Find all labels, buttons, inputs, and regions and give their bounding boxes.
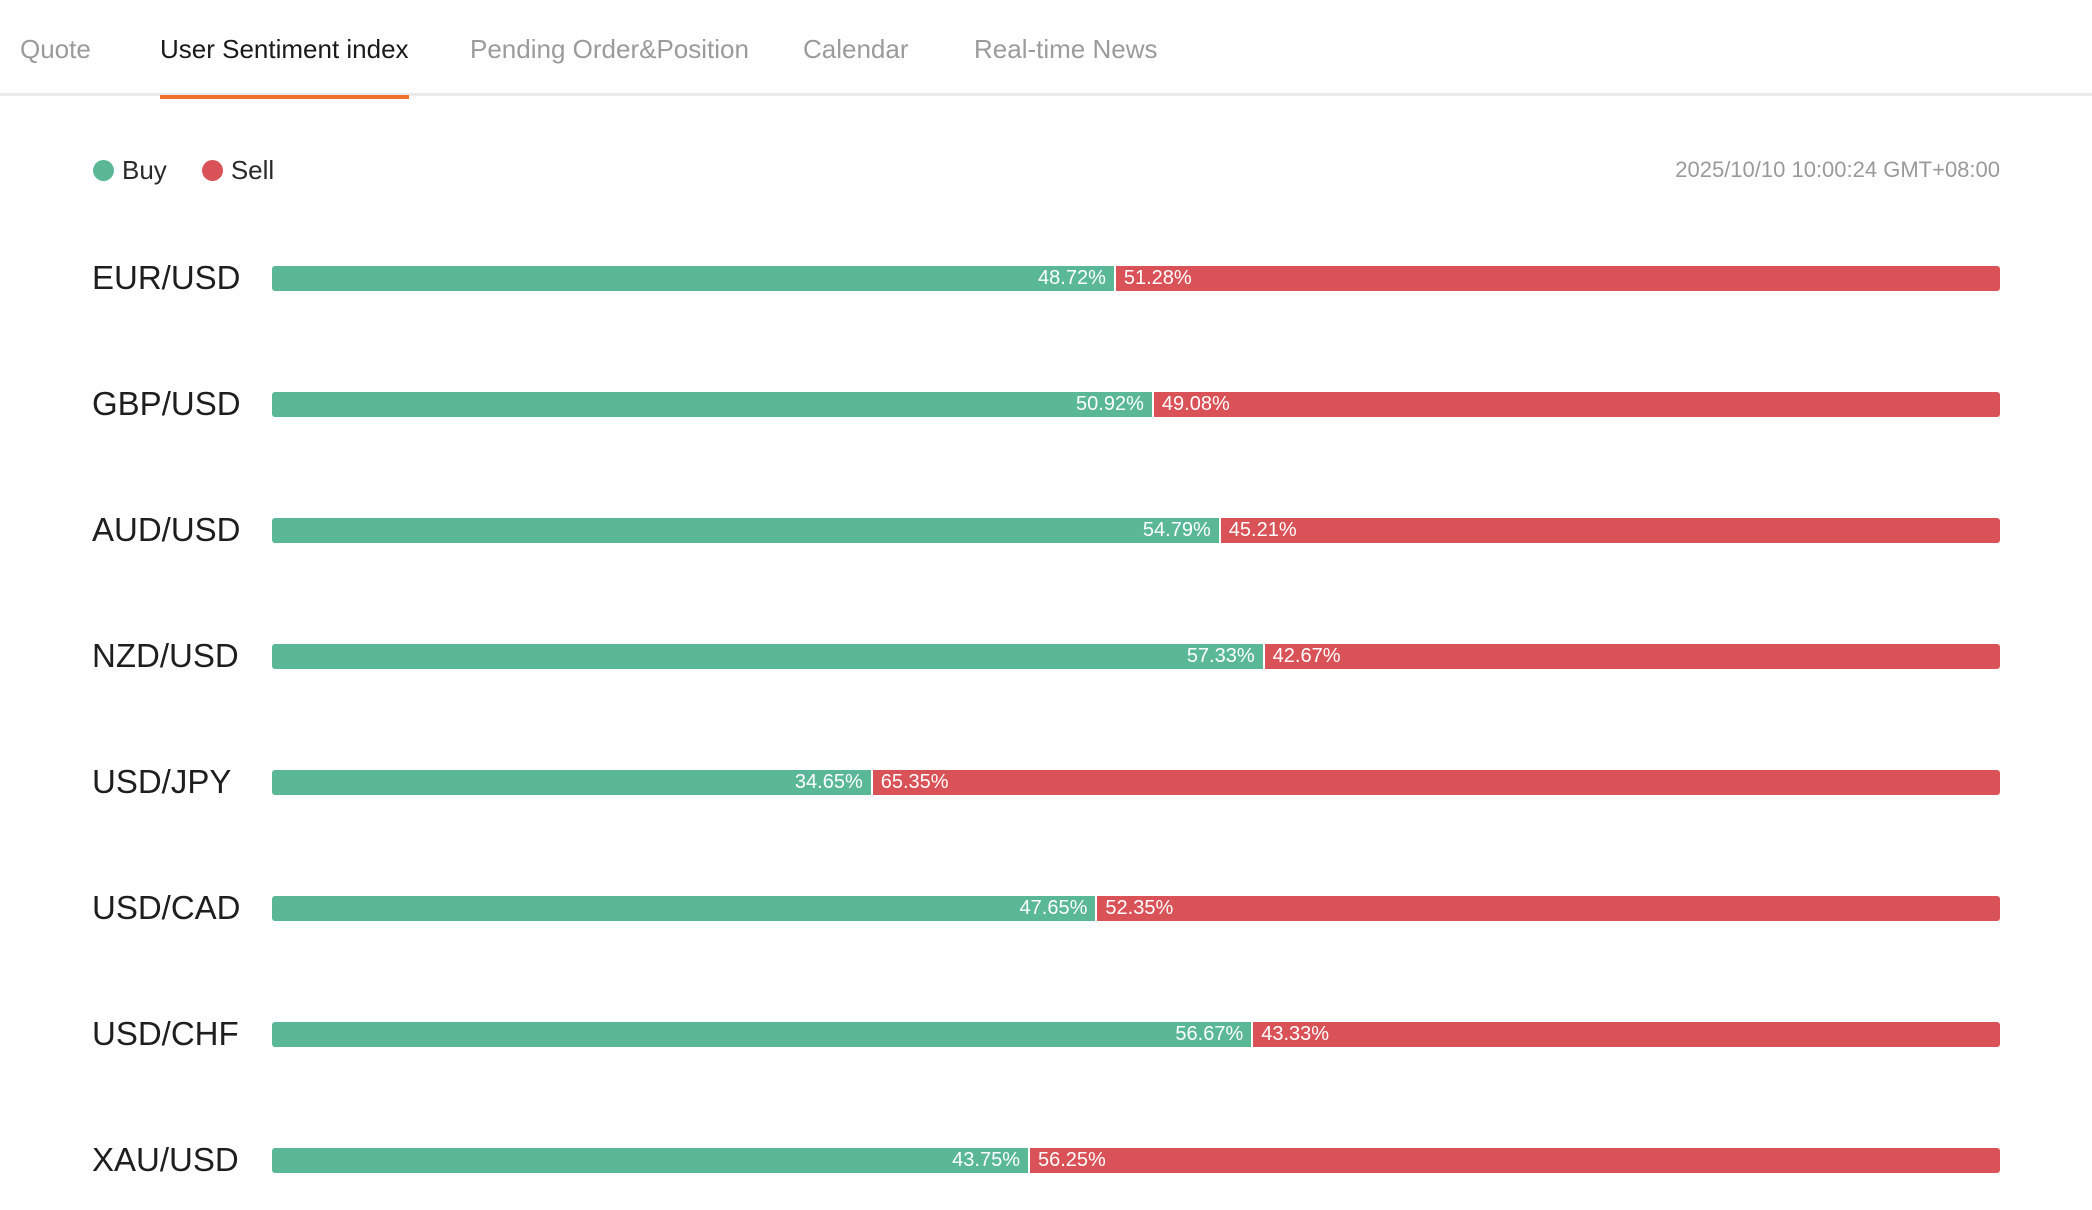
sentiment-bar: 56.67% 43.33% — [272, 1022, 2000, 1047]
tab-label: Quote — [20, 34, 91, 64]
tab-quote[interactable]: Quote — [20, 0, 91, 96]
pair-name: GBP/USD — [92, 385, 241, 422]
tab-calendar[interactable]: Calendar — [803, 0, 909, 96]
tab-real-time-news[interactable]: Real-time News — [974, 0, 1158, 96]
tab-label: User Sentiment index — [160, 34, 409, 64]
sell-segment: 51.28% — [1113, 266, 2000, 291]
legend-sell-label: Sell — [230, 154, 275, 185]
update-timestamp: 2025/10/10 10:00:24 GMT+08:00 — [1675, 157, 2000, 182]
buy-segment: 54.79% — [272, 518, 1219, 543]
buy-dot-icon — [93, 159, 114, 181]
tab-bar: Quote User Sentiment index Pending Order… — [0, 0, 2092, 99]
sentiment-row: GBP/USD 50.92% 49.08% — [0, 362, 2092, 446]
buy-segment: 34.65% — [272, 770, 871, 795]
sentiment-row: USD/JPY 34.65% 65.35% — [0, 740, 2092, 824]
sentiment-row: NZD/USD 57.33% 42.67% — [0, 614, 2092, 698]
pair-name: USD/CAD — [92, 889, 241, 926]
tab-label: Calendar — [803, 34, 909, 64]
sentiment-bar: 48.72% 51.28% — [272, 266, 2000, 291]
tab-user-sentiment-index[interactable]: User Sentiment index — [160, 0, 409, 99]
sentiment-row: XAU/USD 43.75% 56.25% — [0, 1118, 2092, 1202]
legend: Buy Sell — [93, 152, 309, 188]
sell-segment: 43.33% — [1251, 1022, 2000, 1047]
sell-dot-icon — [201, 159, 223, 181]
tab-label: Pending Order&Position — [470, 34, 749, 64]
pair-name: USD/CHF — [92, 1015, 239, 1052]
pair-name: AUD/USD — [92, 511, 241, 548]
sentiment-row: EUR/USD 48.72% 51.28% — [0, 236, 2092, 320]
tab-active-indicator — [160, 95, 409, 99]
sentiment-bar: 47.65% 52.35% — [272, 896, 2000, 921]
legend-item-buy: Buy — [93, 155, 167, 186]
buy-segment: 50.92% — [272, 392, 1152, 417]
pair-name: USD/JPY — [92, 763, 232, 800]
buy-segment: 47.65% — [272, 896, 1096, 921]
sentiment-bar: 50.92% 49.08% — [272, 392, 2000, 417]
tab-label: Real-time News — [974, 34, 1158, 64]
pair-name: XAU/USD — [92, 1141, 239, 1178]
legend-item-sell: Sell — [201, 154, 275, 186]
sentiment-bar: 34.65% 65.35% — [272, 770, 2000, 795]
sell-segment: 42.67% — [1262, 644, 2000, 669]
sentiment-row: USD/CHF 56.67% 43.33% — [0, 992, 2092, 1076]
sell-segment: 49.08% — [1151, 392, 2000, 417]
sentiment-bar: 54.79% 45.21% — [272, 518, 2000, 543]
sell-segment: 65.35% — [870, 770, 2000, 795]
tab-pending-order-position[interactable]: Pending Order&Position — [470, 0, 749, 96]
sentiment-bar: 57.33% 42.67% — [272, 644, 2000, 669]
sell-segment: 45.21% — [1218, 518, 2000, 543]
buy-segment: 57.33% — [272, 644, 1263, 669]
buy-segment: 56.67% — [272, 1022, 1252, 1047]
buy-segment: 48.72% — [272, 266, 1114, 291]
sentiment-row: AUD/USD 54.79% 45.21% — [0, 488, 2092, 572]
sell-segment: 56.25% — [1028, 1148, 2000, 1173]
legend-buy-label: Buy — [122, 154, 167, 185]
buy-segment: 43.75% — [272, 1148, 1028, 1173]
sentiment-bar: 43.75% 56.25% — [272, 1148, 2000, 1173]
sentiment-row: USD/CAD 47.65% 52.35% — [0, 866, 2092, 950]
sell-segment: 52.35% — [1095, 896, 2000, 921]
pair-name: EUR/USD — [92, 259, 241, 296]
pair-name: NZD/USD — [92, 637, 239, 674]
